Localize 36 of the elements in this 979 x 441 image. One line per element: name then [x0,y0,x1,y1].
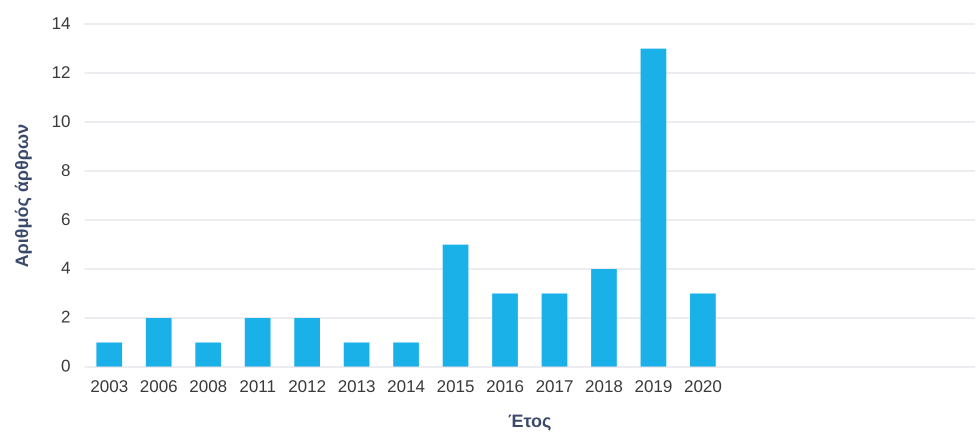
bar [393,342,419,366]
y-tick-label: 6 [61,210,71,229]
bar [294,318,320,366]
bar [542,294,568,366]
y-tick-label: 10 [52,112,71,131]
x-tick-label: 2008 [189,376,228,396]
x-tick-label: 2003 [90,376,128,396]
x-tick-label: 2006 [140,376,178,396]
bar [344,342,370,366]
bar [591,269,617,366]
y-tick-label: 0 [61,356,71,376]
bar [690,294,716,366]
x-tick-label: 2012 [288,376,326,396]
bar [96,342,122,366]
x-tick-label: 2016 [486,376,524,396]
y-tick-label: 12 [52,62,71,82]
y-tick-label: 8 [61,160,71,180]
bar [195,342,222,366]
x-tick-label: 2013 [338,376,376,396]
x-tick-label: 2017 [536,376,574,396]
bar [146,318,172,366]
bar [492,294,518,366]
bar [244,318,271,366]
x-tick-label: 2018 [585,376,623,396]
x-tick-label: 2015 [436,376,474,396]
x-axis-title: Έτος [508,411,552,432]
y-tick-label: 4 [61,258,71,278]
x-tick-label: 2014 [387,376,425,396]
x-tick-label: 2011 [239,376,276,396]
y-tick-label: 14 [52,14,71,33]
x-tick-label: 2019 [634,376,672,396]
y-tick-label: 2 [61,308,71,327]
y-axis-title: Αριθμός άρθρων [12,124,32,268]
x-tick-label: 2020 [684,376,722,396]
bar [640,48,666,366]
bar [442,244,468,366]
